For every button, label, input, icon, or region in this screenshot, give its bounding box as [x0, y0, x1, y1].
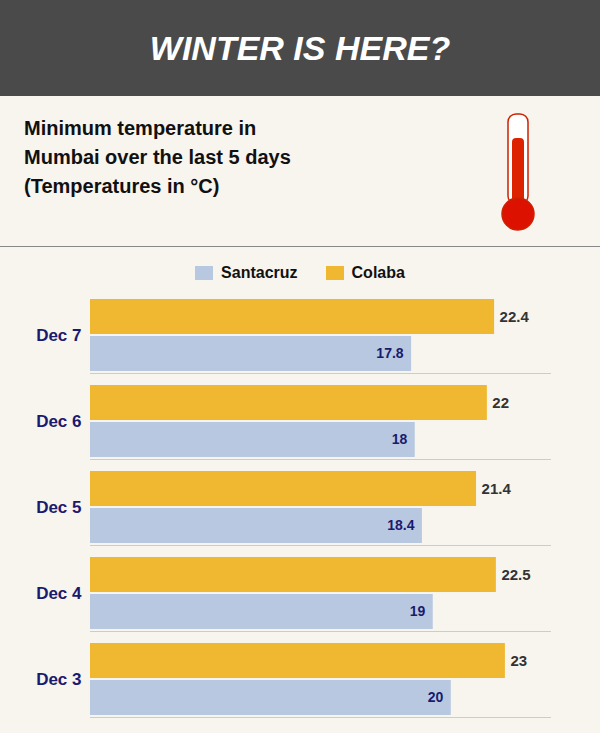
svg-text:22.5: 22.5	[501, 566, 530, 583]
html-text:WINTER IS HERE?: WINTER IS HERE?	[149, 28, 451, 67]
svg-text:20: 20	[428, 689, 444, 705]
svg-text:Dec 5: Dec 5	[36, 498, 81, 517]
svg-text:19: 19	[410, 603, 426, 619]
svg-text:22.4: 22.4	[500, 308, 530, 325]
svg-text:Dec 6: Dec 6	[36, 412, 81, 431]
svg-text:Dec 3: Dec 3	[36, 670, 81, 689]
svg-text:17.8: 17.8	[376, 345, 403, 361]
html-text:Santacruz: Santacruz	[221, 264, 298, 281]
svg-text:18: 18	[392, 431, 408, 447]
svg-text:Dec 7: Dec 7	[36, 326, 81, 345]
svg-text:23: 23	[510, 652, 527, 669]
svg-text:Dec 4: Dec 4	[36, 584, 82, 603]
html-text:Minimum temperature in: Minimum temperature in	[24, 117, 257, 139]
html-text:(Temperatures in °C): (Temperatures in °C)	[24, 175, 220, 197]
svg-text:21.4: 21.4	[482, 480, 512, 497]
svg-text:22: 22	[492, 394, 509, 411]
svg-text:18.4: 18.4	[387, 517, 414, 533]
html-text:Mumbai over the last 5 days: Mumbai over the last 5 days	[24, 146, 291, 168]
html-text:Colaba: Colaba	[351, 264, 405, 281]
